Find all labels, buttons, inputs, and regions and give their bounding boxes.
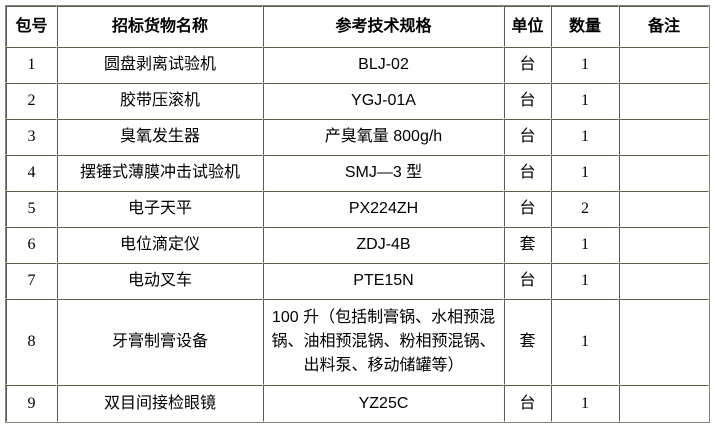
cell-unit: 套 — [504, 299, 551, 385]
cell-tech-spec: PX224ZH — [263, 191, 504, 227]
cell-quantity: 1 — [551, 227, 619, 263]
cell-quantity: 2 — [551, 191, 619, 227]
table-row: 5 电子天平 PX224ZH 台 2 — [6, 191, 709, 227]
cell-goods-name: 牙膏制膏设备 — [57, 299, 263, 385]
cell-remarks — [619, 299, 709, 385]
cell-tech-spec: PTE15N — [263, 263, 504, 299]
cell-remarks — [619, 385, 709, 422]
table-row: 7 电动叉车 PTE15N 台 1 — [6, 263, 709, 299]
table-row: 6 电位滴定仪 ZDJ-4B 套 1 — [6, 227, 709, 263]
cell-quantity: 1 — [551, 119, 619, 155]
cell-package-no: 6 — [6, 227, 57, 263]
cell-package-no: 2 — [6, 83, 57, 119]
table-row: 2 胶带压滚机 YGJ-01A 台 1 — [6, 83, 709, 119]
header-quantity: 数量 — [551, 6, 619, 47]
cell-unit: 台 — [504, 47, 551, 83]
cell-unit: 台 — [504, 263, 551, 299]
cell-tech-spec: 100 升（包括制膏锅、水相预混锅、油相预混锅、粉相预混锅、出料泵、移动储罐等） — [263, 299, 504, 385]
header-package-no: 包号 — [6, 6, 57, 47]
cell-unit: 台 — [504, 191, 551, 227]
table-row: 4 摆锤式薄膜冲击试验机 SMJ—3 型 台 1 — [6, 155, 709, 191]
cell-goods-name: 电动叉车 — [57, 263, 263, 299]
cell-unit: 套 — [504, 227, 551, 263]
cell-goods-name: 摆锤式薄膜冲击试验机 — [57, 155, 263, 191]
table-header-row: 包号 招标货物名称 参考技术规格 单位 数量 备注 — [6, 6, 709, 47]
cell-remarks — [619, 263, 709, 299]
header-remarks: 备注 — [619, 6, 709, 47]
table-row: 8 牙膏制膏设备 100 升（包括制膏锅、水相预混锅、油相预混锅、粉相预混锅、出… — [6, 299, 709, 385]
cell-tech-spec: YGJ-01A — [263, 83, 504, 119]
cell-tech-spec: YZ25C — [263, 385, 504, 422]
cell-quantity: 1 — [551, 47, 619, 83]
table-row: 1 圆盘剥离试验机 BLJ-02 台 1 — [6, 47, 709, 83]
cell-tech-spec: ZDJ-4B — [263, 227, 504, 263]
cell-remarks — [619, 227, 709, 263]
cell-remarks — [619, 119, 709, 155]
cell-quantity: 1 — [551, 385, 619, 422]
header-tech-spec: 参考技术规格 — [263, 6, 504, 47]
cell-goods-name: 双目间接检眼镜 — [57, 385, 263, 422]
table-row: 9 双目间接检眼镜 YZ25C 台 1 — [6, 385, 709, 422]
cell-remarks — [619, 83, 709, 119]
cell-tech-spec: SMJ—3 型 — [263, 155, 504, 191]
cell-quantity: 1 — [551, 155, 619, 191]
cell-package-no: 9 — [6, 385, 57, 422]
cell-unit: 台 — [504, 83, 551, 119]
cell-quantity: 1 — [551, 263, 619, 299]
cell-remarks — [619, 47, 709, 83]
header-goods-name: 招标货物名称 — [57, 6, 263, 47]
tender-goods-table: 包号 招标货物名称 参考技术规格 单位 数量 备注 1 圆盘剥离试验机 BLJ-… — [5, 5, 710, 423]
cell-package-no: 7 — [6, 263, 57, 299]
cell-package-no: 3 — [6, 119, 57, 155]
header-unit: 单位 — [504, 6, 551, 47]
cell-quantity: 1 — [551, 299, 619, 385]
cell-goods-name: 臭氧发生器 — [57, 119, 263, 155]
cell-package-no: 4 — [6, 155, 57, 191]
cell-tech-spec: BLJ-02 — [263, 47, 504, 83]
cell-unit: 台 — [504, 119, 551, 155]
cell-goods-name: 胶带压滚机 — [57, 83, 263, 119]
cell-goods-name: 电位滴定仪 — [57, 227, 263, 263]
cell-package-no: 1 — [6, 47, 57, 83]
cell-quantity: 1 — [551, 83, 619, 119]
table-row: 3 臭氧发生器 产臭氧量 800g/h 台 1 — [6, 119, 709, 155]
cell-tech-spec: 产臭氧量 800g/h — [263, 119, 504, 155]
cell-package-no: 5 — [6, 191, 57, 227]
cell-unit: 台 — [504, 385, 551, 422]
cell-package-no: 8 — [6, 299, 57, 385]
cell-remarks — [619, 155, 709, 191]
cell-unit: 台 — [504, 155, 551, 191]
cell-goods-name: 电子天平 — [57, 191, 263, 227]
cell-remarks — [619, 191, 709, 227]
cell-goods-name: 圆盘剥离试验机 — [57, 47, 263, 83]
